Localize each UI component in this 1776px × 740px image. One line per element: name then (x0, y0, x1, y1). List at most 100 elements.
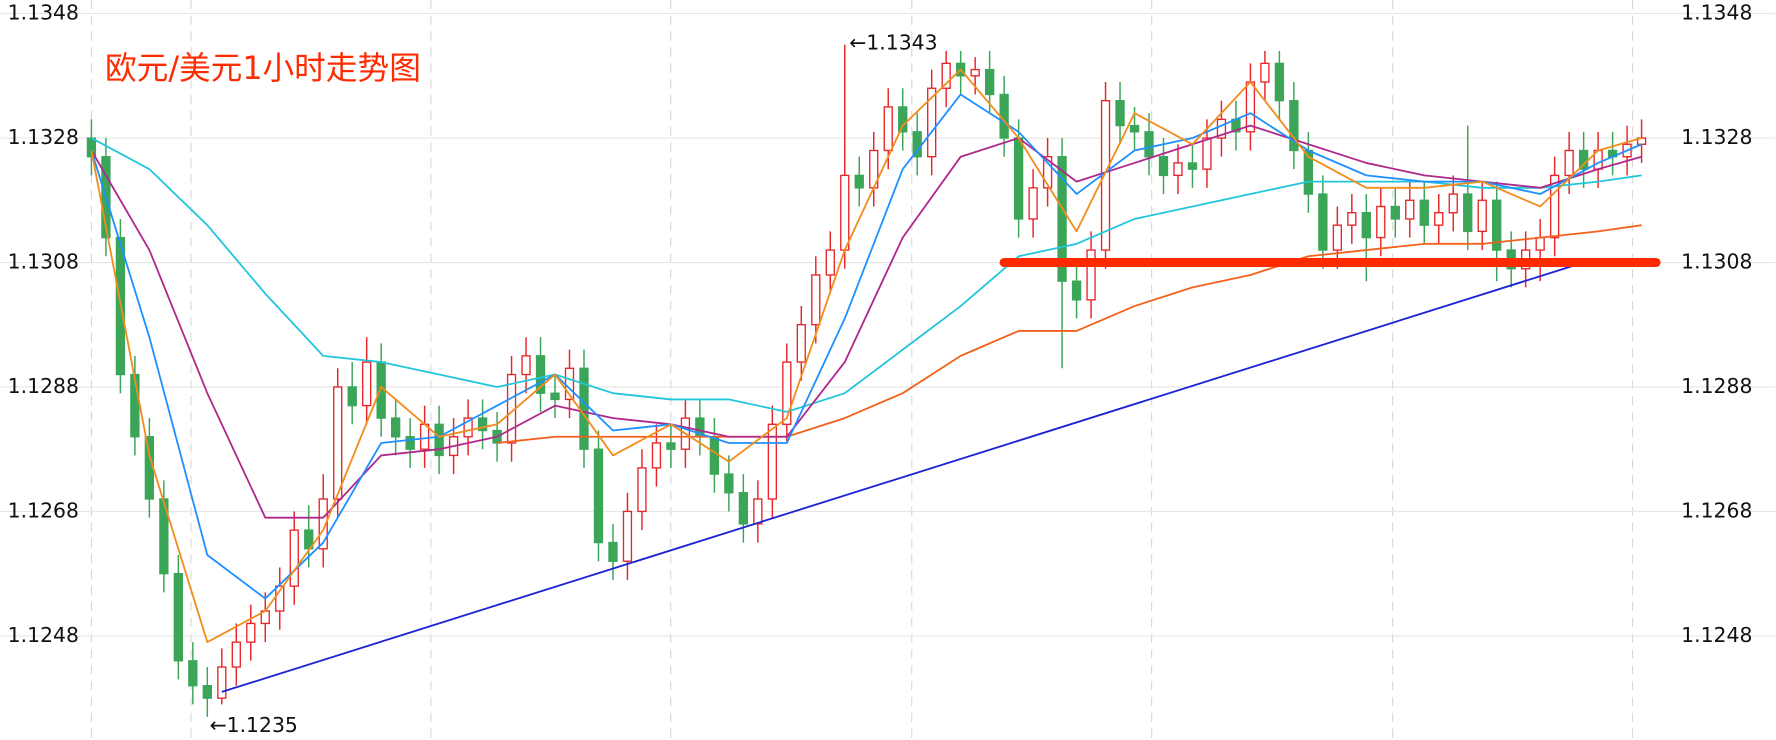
candle-body (1260, 62, 1270, 83)
candle-body (217, 666, 227, 699)
candle-body (840, 174, 850, 251)
candle-body (1405, 199, 1415, 220)
candle-body (608, 541, 618, 562)
candle-body (550, 392, 560, 401)
candle-body (1434, 212, 1444, 226)
candle-body (593, 448, 604, 544)
candle-body (159, 498, 169, 575)
candle-body (1361, 212, 1371, 239)
candle-body (535, 355, 546, 394)
candle-body (666, 442, 676, 450)
candle-body (333, 386, 343, 500)
candle-body (347, 386, 357, 407)
moving-average-line (496, 224, 1642, 444)
candle-body (825, 249, 835, 276)
candle-body (1419, 199, 1429, 226)
candle-body (709, 436, 720, 475)
y-tick-label: 1.1308 (8, 250, 79, 274)
y2-tick-label: 1.1248 (1681, 623, 1752, 647)
candle-body (753, 498, 763, 525)
y2-tick-label: 1.1348 (1681, 1, 1752, 25)
candle-body (782, 361, 792, 425)
candle-body (1216, 118, 1227, 139)
candle-body (724, 473, 734, 494)
candle-body (1202, 137, 1212, 170)
candle-body (1289, 100, 1299, 152)
candle-body (463, 417, 473, 438)
trend-line (221, 261, 1584, 693)
candle-body (405, 436, 415, 450)
candle-body (1463, 193, 1473, 233)
annotation: ←1.1343 (849, 31, 937, 55)
y2-tick-label: 1.1308 (1681, 250, 1752, 274)
candle-body (1013, 137, 1024, 220)
candle-body (767, 423, 777, 500)
candle-body (304, 529, 314, 550)
candle-body (1115, 100, 1125, 127)
candle-body (927, 87, 937, 158)
candle-body (521, 355, 531, 376)
candle-body (1477, 199, 1487, 233)
y2-tick-label: 1.1268 (1681, 498, 1752, 522)
candle-body (1057, 156, 1067, 282)
candle-body (651, 442, 662, 469)
candle-body (970, 68, 980, 77)
candle-body (637, 467, 647, 513)
y-tick-label: 1.1268 (8, 498, 79, 522)
candle-body (1332, 224, 1343, 251)
candle-body (1448, 193, 1458, 214)
candle-body (1086, 249, 1096, 301)
candle-body (984, 68, 995, 96)
moving-average-line (90, 124, 1642, 519)
candle-body (941, 62, 951, 89)
candle-body (1129, 124, 1140, 133)
moving-average-line (90, 137, 1642, 413)
candle-body (1564, 149, 1574, 177)
chart-title: 欧元/美元1小时走势图 (105, 51, 421, 87)
candle-body (1390, 205, 1400, 220)
candle-body (173, 572, 184, 662)
candle-body (1492, 199, 1502, 251)
y-tick-label: 1.1288 (8, 374, 79, 398)
y2-tick-label: 1.1328 (1681, 125, 1752, 149)
candle-body (1318, 193, 1328, 251)
candle-body (390, 417, 401, 438)
candle-body (1535, 236, 1545, 251)
candle-body (188, 660, 198, 687)
candle-body (477, 417, 488, 432)
candle-body (898, 106, 908, 133)
candle-body (854, 174, 864, 189)
candle-body (1173, 162, 1183, 177)
annotation: ←1.1235 (210, 713, 298, 737)
moving-average-line (90, 68, 1642, 644)
candle-body (622, 510, 633, 562)
candle-body (796, 324, 806, 363)
y2-tick-label: 1.1288 (1681, 374, 1752, 398)
candle-body (811, 274, 821, 326)
candle-body (1028, 187, 1038, 220)
candle-body (1144, 131, 1154, 158)
y-tick-label: 1.1328 (8, 125, 79, 149)
candle-body (275, 585, 285, 612)
candle-body (289, 529, 299, 587)
candle-body (419, 423, 430, 450)
candle-body (1347, 212, 1357, 226)
candle-body (738, 492, 749, 525)
y-tick-label: 1.1348 (8, 1, 79, 25)
candle-body (1245, 81, 1256, 133)
candle-body (246, 622, 256, 643)
candle-body (883, 106, 893, 152)
candle-body (202, 685, 212, 699)
candle-body (1549, 174, 1560, 239)
candle-body (1274, 62, 1285, 102)
candle-body (1376, 205, 1386, 239)
y-tick-label: 1.1248 (8, 623, 79, 647)
candle-body (434, 423, 444, 457)
moving-average-line (90, 93, 1642, 600)
candle-body (1071, 280, 1082, 301)
candle-body (318, 498, 328, 550)
candle-body (362, 361, 372, 407)
